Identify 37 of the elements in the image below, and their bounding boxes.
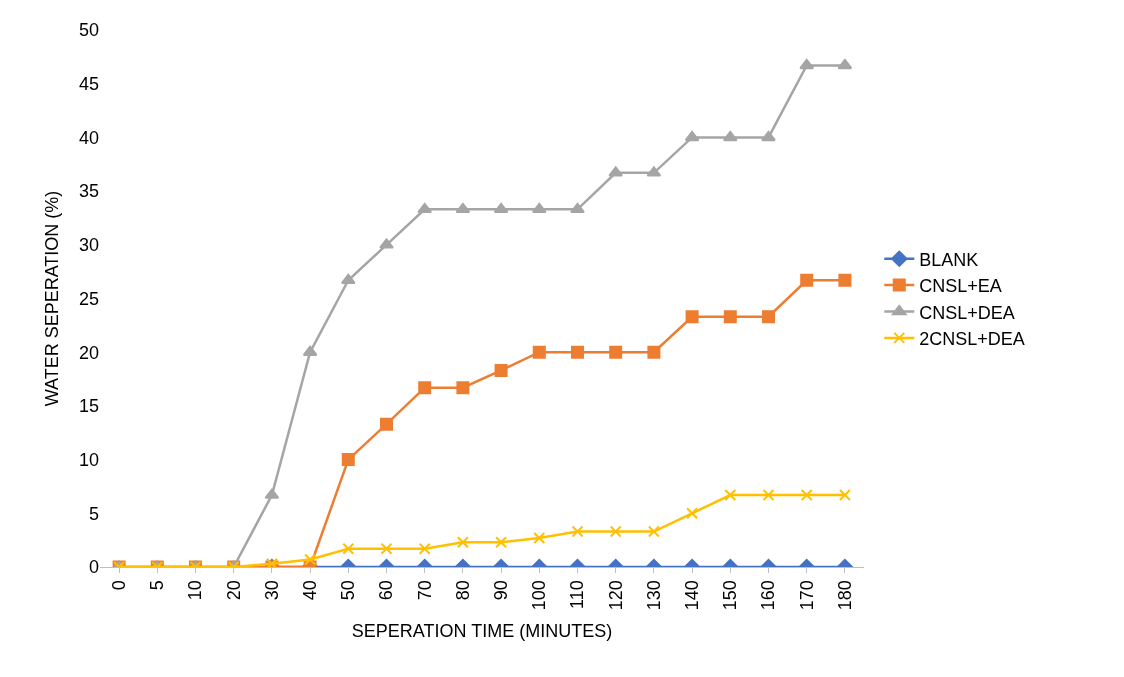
x-tick-label: 100 <box>529 580 550 611</box>
y-tick-label: 45 <box>78 74 99 94</box>
x-tick-label: 5 <box>147 580 168 591</box>
y-tick-label: 25 <box>78 288 99 309</box>
x-tick-label: 60 <box>376 580 397 601</box>
y-tick-label: 5 <box>88 503 99 524</box>
x-tick-label: 0 <box>108 580 129 591</box>
y-tick-label: 50 <box>78 20 99 41</box>
x-tick-label: 40 <box>299 580 320 601</box>
x-tick-label: 10 <box>185 580 206 601</box>
x-tick-label: 30 <box>261 580 282 601</box>
x-tick-label: 150 <box>720 580 741 611</box>
x-tick-label: 80 <box>452 580 473 601</box>
x-tick-label: 20 <box>223 580 244 601</box>
y-tick-label: 15 <box>78 396 99 417</box>
x-axis-title: SEPERATION TIME (MINUTES) <box>351 621 613 642</box>
x-tick-label: 180 <box>834 580 855 611</box>
y-tick-label: 35 <box>78 181 99 202</box>
y-tick-label: 40 <box>78 127 99 148</box>
x-tick-label: 160 <box>758 580 779 611</box>
x-tick-label: 140 <box>681 580 702 611</box>
y-tick-label: 10 <box>78 449 99 470</box>
x-tick-label: 50 <box>338 580 359 601</box>
legend-label: 2CNSL+DEA <box>919 328 1025 349</box>
x-tick-label: 120 <box>605 580 626 611</box>
x-tick-label: 130 <box>643 580 664 611</box>
legend-label: CNSL+EA <box>919 276 1002 297</box>
y-axis-title: WATER SEPERATION (%) <box>42 190 63 407</box>
x-tick-label: 90 <box>490 580 511 601</box>
x-tick-label: 70 <box>414 580 435 601</box>
y-tick-label: 30 <box>78 235 99 256</box>
y-tick-label: 20 <box>78 342 99 363</box>
y-tick-label: 0 <box>88 557 99 578</box>
x-tick-label: 110 <box>567 580 588 609</box>
legend-label: BLANK <box>919 249 979 270</box>
x-tick-label: 170 <box>796 580 817 611</box>
legend-label: CNSL+DEA <box>919 302 1015 323</box>
